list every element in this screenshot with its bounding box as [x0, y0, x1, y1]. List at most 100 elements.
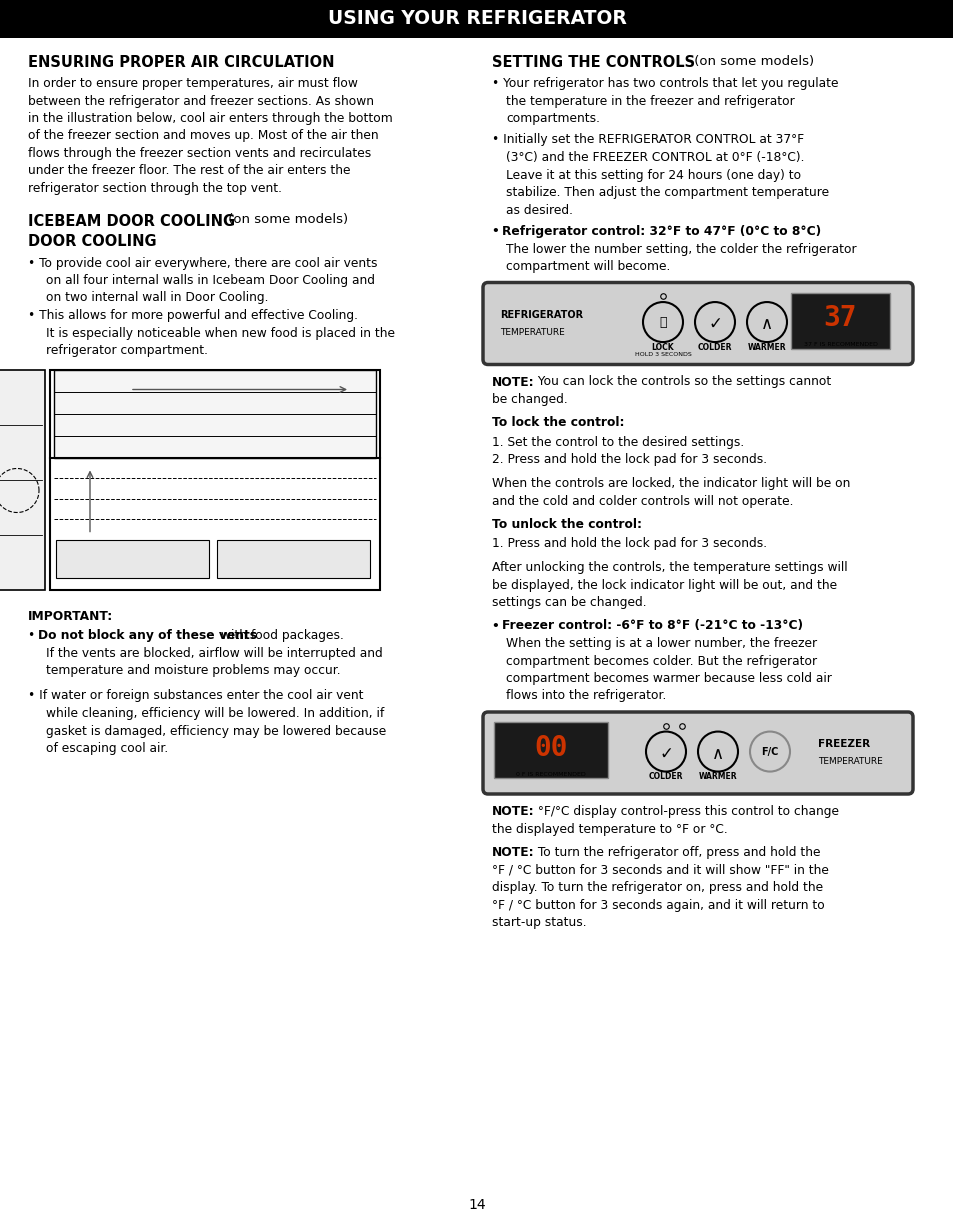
Text: °F / °C button for 3 seconds and it will show "FF" in the: °F / °C button for 3 seconds and it will…	[492, 864, 828, 876]
Text: temperature and moisture problems may occur.: temperature and moisture problems may oc…	[46, 664, 340, 677]
Text: COLDER: COLDER	[697, 342, 732, 351]
Text: Leave it at this setting for 24 hours (one day) to: Leave it at this setting for 24 hours (o…	[505, 168, 801, 182]
Text: 0 F IS RECOMMENDED: 0 F IS RECOMMENDED	[516, 772, 585, 777]
Text: • Your refrigerator has two controls that let you regulate: • Your refrigerator has two controls tha…	[492, 77, 838, 90]
Bar	[54, 369, 375, 458]
Bar	[0, 0, 953, 38]
Text: stabilize. Then adjust the compartment temperature: stabilize. Then adjust the compartment t…	[505, 187, 828, 199]
Text: DOOR COOLING: DOOR COOLING	[28, 233, 156, 249]
Text: ICEBEAM DOOR COOLING: ICEBEAM DOOR COOLING	[28, 213, 234, 228]
Text: 37 F IS RECOMMENDED: 37 F IS RECOMMENDED	[802, 342, 877, 347]
Text: on two internal wall in Door Cooling.: on two internal wall in Door Cooling.	[46, 292, 268, 304]
Text: • Initially set the REFRIGERATOR CONTROL at 37°F: • Initially set the REFRIGERATOR CONTROL…	[492, 134, 803, 146]
Text: display. To turn the refrigerator on, press and hold the: display. To turn the refrigerator on, pr…	[492, 881, 822, 894]
Text: ✓: ✓	[707, 315, 721, 333]
Text: on all four internal walls in Icebeam Door Cooling and: on all four internal walls in Icebeam Do…	[46, 274, 375, 287]
Text: FREEZER: FREEZER	[817, 740, 869, 750]
Text: 1. Press and hold the lock pad for 3 seconds.: 1. Press and hold the lock pad for 3 sec…	[492, 537, 766, 551]
Text: After unlocking the controls, the temperature settings will: After unlocking the controls, the temper…	[492, 561, 846, 574]
Text: In order to ensure proper temperatures, air must flow: In order to ensure proper temperatures, …	[28, 77, 357, 90]
Text: NOTE:: NOTE:	[492, 845, 534, 859]
Text: •: •	[492, 225, 503, 238]
Text: IMPORTANT:: IMPORTANT:	[28, 610, 113, 622]
Text: °F/°C display control-press this control to change: °F/°C display control-press this control…	[534, 805, 838, 818]
Text: Do not block any of these vents: Do not block any of these vents	[38, 629, 256, 642]
Text: as desired.: as desired.	[505, 204, 573, 216]
FancyBboxPatch shape	[790, 292, 889, 348]
Text: TEMPERATURE: TEMPERATURE	[499, 328, 564, 336]
Text: ENSURING PROPER AIR CIRCULATION: ENSURING PROPER AIR CIRCULATION	[28, 55, 335, 70]
Text: TEMPERATURE: TEMPERATURE	[817, 757, 882, 766]
Text: The lower the number setting, the colder the refrigerator: The lower the number setting, the colder…	[505, 243, 856, 255]
Text: Freezer control: -6°F to 8°F (-21°C to -13°C): Freezer control: -6°F to 8°F (-21°C to -…	[501, 620, 802, 632]
FancyBboxPatch shape	[494, 721, 607, 778]
Bar	[0, 369, 45, 589]
Text: • To provide cool air everywhere, there are cool air vents: • To provide cool air everywhere, there …	[28, 256, 377, 270]
Text: • If water or foreign substances enter the cool air vent: • If water or foreign substances enter t…	[28, 690, 363, 703]
Text: You can lock the controls so the settings cannot: You can lock the controls so the setting…	[534, 375, 830, 389]
Text: LOCK: LOCK	[651, 342, 674, 351]
Bar	[50, 369, 379, 589]
Text: COLDER: COLDER	[648, 772, 682, 782]
Text: flows into the refrigerator.: flows into the refrigerator.	[505, 690, 666, 703]
Text: To turn the refrigerator off, press and hold the: To turn the refrigerator off, press and …	[534, 845, 820, 859]
Text: compartment becomes colder. But the refrigerator: compartment becomes colder. But the refr…	[505, 654, 817, 667]
Text: WARMER: WARMER	[698, 772, 737, 782]
Text: WARMER: WARMER	[747, 342, 785, 351]
Text: settings can be changed.: settings can be changed.	[492, 596, 646, 609]
Text: ✓: ✓	[659, 745, 672, 762]
Text: while cleaning, efficiency will be lowered. In addition, if: while cleaning, efficiency will be lower…	[46, 707, 384, 720]
Text: (3°C) and the FREEZER CONTROL at 0°F (-18°C).: (3°C) and the FREEZER CONTROL at 0°F (-1…	[505, 151, 803, 164]
Text: ∧: ∧	[760, 315, 772, 333]
Text: 2. Press and hold the lock pad for 3 seconds.: 2. Press and hold the lock pad for 3 sec…	[492, 454, 766, 466]
FancyBboxPatch shape	[482, 282, 912, 364]
Text: (on some models): (on some models)	[689, 55, 813, 67]
Text: It is especially noticeable when new food is placed in the: It is especially noticeable when new foo…	[46, 326, 395, 340]
Text: If the vents are blocked, airflow will be interrupted and: If the vents are blocked, airflow will b…	[46, 647, 382, 659]
Text: 🔒: 🔒	[659, 315, 666, 329]
Text: °F / °C button for 3 seconds again, and it will return to: °F / °C button for 3 seconds again, and …	[492, 898, 824, 912]
Text: refrigerator section through the top vent.: refrigerator section through the top ven…	[28, 182, 282, 195]
Text: When the controls are locked, the indicator light will be on: When the controls are locked, the indica…	[492, 477, 849, 490]
Text: ∧: ∧	[711, 745, 723, 762]
Text: Refrigerator control: 32°F to 47°F (0°C to 8°C): Refrigerator control: 32°F to 47°F (0°C …	[501, 225, 821, 238]
Text: in the illustration below, cool air enters through the bottom: in the illustration below, cool air ente…	[28, 112, 393, 125]
Text: flows through the freezer section vents and recirculates: flows through the freezer section vents …	[28, 147, 371, 160]
Text: be changed.: be changed.	[492, 393, 567, 406]
Text: of escaping cool air.: of escaping cool air.	[46, 742, 168, 755]
Text: the temperature in the freezer and refrigerator: the temperature in the freezer and refri…	[505, 94, 794, 108]
Text: • This allows for more powerful and effective Cooling.: • This allows for more powerful and effe…	[28, 309, 357, 321]
Text: compartments.: compartments.	[505, 112, 599, 125]
Text: To unlock the control:: To unlock the control:	[492, 518, 641, 531]
Text: 1. Set the control to the desired settings.: 1. Set the control to the desired settin…	[492, 436, 743, 449]
Text: NOTE:: NOTE:	[492, 805, 534, 818]
Text: (on some models): (on some models)	[224, 213, 348, 227]
Text: 00: 00	[534, 734, 567, 762]
Text: When the setting is at a lower number, the freezer: When the setting is at a lower number, t…	[505, 637, 817, 650]
Text: compartment becomes warmer because less cold air: compartment becomes warmer because less …	[505, 672, 831, 685]
Text: start-up status.: start-up status.	[492, 917, 586, 929]
Text: compartment will become.: compartment will become.	[505, 260, 670, 272]
Text: refrigerator compartment.: refrigerator compartment.	[46, 344, 208, 357]
Text: 37: 37	[822, 304, 857, 333]
Text: NOTE:: NOTE:	[492, 375, 534, 389]
Text: under the freezer floor. The rest of the air enters the: under the freezer floor. The rest of the…	[28, 164, 350, 178]
Text: To lock the control:: To lock the control:	[492, 416, 624, 429]
Text: REFRIGERATOR: REFRIGERATOR	[499, 310, 582, 320]
Text: be displayed, the lock indicator light will be out, and the: be displayed, the lock indicator light w…	[492, 578, 836, 591]
Bar	[56, 540, 209, 578]
Bar	[216, 540, 370, 578]
FancyBboxPatch shape	[482, 712, 912, 794]
Text: 14: 14	[468, 1198, 485, 1212]
Text: •: •	[492, 620, 503, 632]
Text: USING YOUR REFRIGERATOR: USING YOUR REFRIGERATOR	[327, 10, 626, 28]
Text: SETTING THE CONTROLS: SETTING THE CONTROLS	[492, 55, 695, 70]
Text: the displayed temperature to °F or °C.: the displayed temperature to °F or °C.	[492, 822, 727, 836]
Text: F/C: F/C	[760, 746, 778, 757]
Text: HOLD 3 SECONDS: HOLD 3 SECONDS	[634, 352, 691, 357]
Text: gasket is damaged, efficiency may be lowered because: gasket is damaged, efficiency may be low…	[46, 724, 386, 737]
Text: •: •	[28, 629, 39, 642]
Text: with food packages.: with food packages.	[221, 629, 343, 642]
Text: and the cold and colder controls will not operate.: and the cold and colder controls will no…	[492, 494, 793, 508]
Text: between the refrigerator and freezer sections. As shown: between the refrigerator and freezer sec…	[28, 94, 374, 108]
